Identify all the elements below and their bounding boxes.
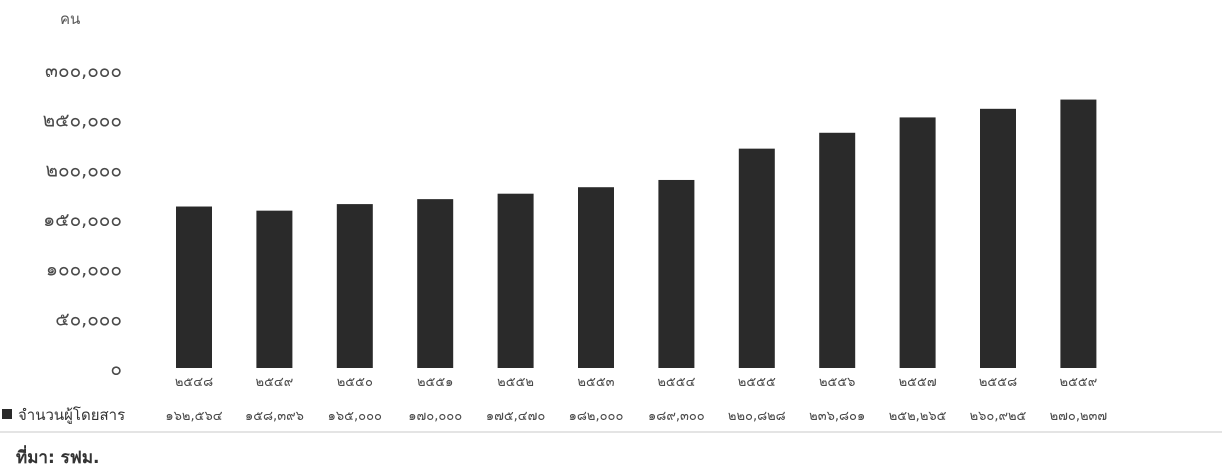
value-label: ๒๓๖,๘๐๑: [809, 409, 865, 424]
x-tick-label: ๒๕๕๕: [738, 375, 776, 390]
x-tick-label: ๒๕๕๗: [899, 375, 937, 390]
value-label: ๒๗๐,๒๓๗: [1050, 409, 1108, 424]
bar: [417, 199, 454, 368]
bar: [578, 187, 614, 368]
legend-swatch: [2, 409, 12, 419]
bar: [658, 179, 695, 368]
source-note: ที่มา: รฟม.: [16, 448, 100, 468]
x-tick-label: ๒๕๕๑: [417, 375, 454, 390]
bar: [336, 204, 373, 368]
bar: [819, 132, 856, 368]
y-tick-label: ๒๐๐,๐๐๐: [45, 159, 122, 181]
bar: [497, 193, 534, 368]
x-tick-label: ๒๕๕๐: [337, 375, 373, 390]
x-tick-label: ๒๕๕๘: [979, 375, 1017, 390]
bar: [1060, 99, 1097, 369]
y-tick-label: ๐: [110, 358, 122, 380]
y-tick-label: ๓๐๐,๐๐๐: [45, 60, 122, 82]
bar: [176, 206, 212, 368]
value-label: ๒๒๐,๘๒๘: [728, 409, 786, 424]
value-label: ๑๕๘,๓๙๖: [245, 409, 304, 424]
x-tick-label: ๒๕๕๔: [657, 375, 695, 390]
bar: [980, 108, 1016, 368]
x-tick-label: ๒๕๕๓: [577, 375, 614, 390]
x-tick-label: ๒๕๔๙: [256, 375, 294, 390]
bar-chart: คน ๐ ๕๐,๐๐๐ ๑๐๐,๐๐๐ ๑๕๐,๐๐๐ ๒๐๐,๐๐๐ ๒๕๐,๐๐๐ ๓๐…: [0, 10, 1222, 433]
value-label: ๒๕๒,๒๖๕: [889, 409, 947, 424]
y-tick-label: ๒๕๐,๐๐๐: [43, 110, 122, 132]
x-tick-label: ๒๕๕๒: [497, 375, 534, 390]
legend-row: จำนวนผู้โดยสาร ๑๖๒,๕๖๔ ๑๕๘,๓๙๖ ๑๖๕,๐๐๐ ๑๗๐,…: [0, 406, 1222, 433]
value-label: ๑๖๒,๕๖๔: [165, 409, 222, 424]
value-label: ๑๗๐,๐๐๐: [408, 409, 462, 424]
value-label: ๑๖๕,๐๐๐: [328, 409, 382, 424]
y-axis-unit-label: คน: [60, 10, 80, 28]
x-tick-label: ๒๕๕๙: [1060, 375, 1098, 390]
bar: [256, 210, 293, 368]
bars: [176, 99, 1097, 369]
value-label: ๑๘๒,๐๐๐: [569, 409, 624, 424]
y-tick-label: ๕๐,๐๐๐: [55, 308, 122, 330]
x-tick-label: ๒๕๕๖: [819, 375, 856, 390]
y-tick-label: ๑๕๐,๐๐๐: [43, 209, 122, 231]
y-tick-label: ๑๐๐,๐๐๐: [46, 259, 122, 281]
bar: [738, 148, 775, 368]
y-axis-ticks: ๐ ๕๐,๐๐๐ ๑๐๐,๐๐๐ ๑๕๐,๐๐๐ ๒๐๐,๐๐๐ ๒๕๐,๐๐๐ ๓๐๐,๐…: [43, 60, 122, 380]
value-label: ๑๗๕,๔๗๐: [486, 409, 546, 424]
value-label: ๑๘๙,๓๐๐: [648, 409, 705, 424]
value-labels: ๑๖๒,๕๖๔ ๑๕๘,๓๙๖ ๑๖๕,๐๐๐ ๑๗๐,๐๐๐ ๑๗๕,๔๗๐ ๑๘๒,๐…: [165, 409, 1107, 424]
x-tick-label: ๒๕๔๘: [175, 375, 213, 390]
legend-series-name: จำนวนผู้โดยสาร: [18, 406, 125, 424]
value-label: ๒๖๐,๙๒๕: [970, 409, 1027, 424]
bar: [899, 117, 936, 368]
x-axis-ticks: ๒๕๔๘ ๒๕๔๙ ๒๕๕๐ ๒๕๕๑ ๒๕๕๒ ๒๕๕๓ ๒๕๕๔ ๒๕๕๕ ๒๕๕๖ ๒๕๕๗…: [175, 375, 1097, 390]
